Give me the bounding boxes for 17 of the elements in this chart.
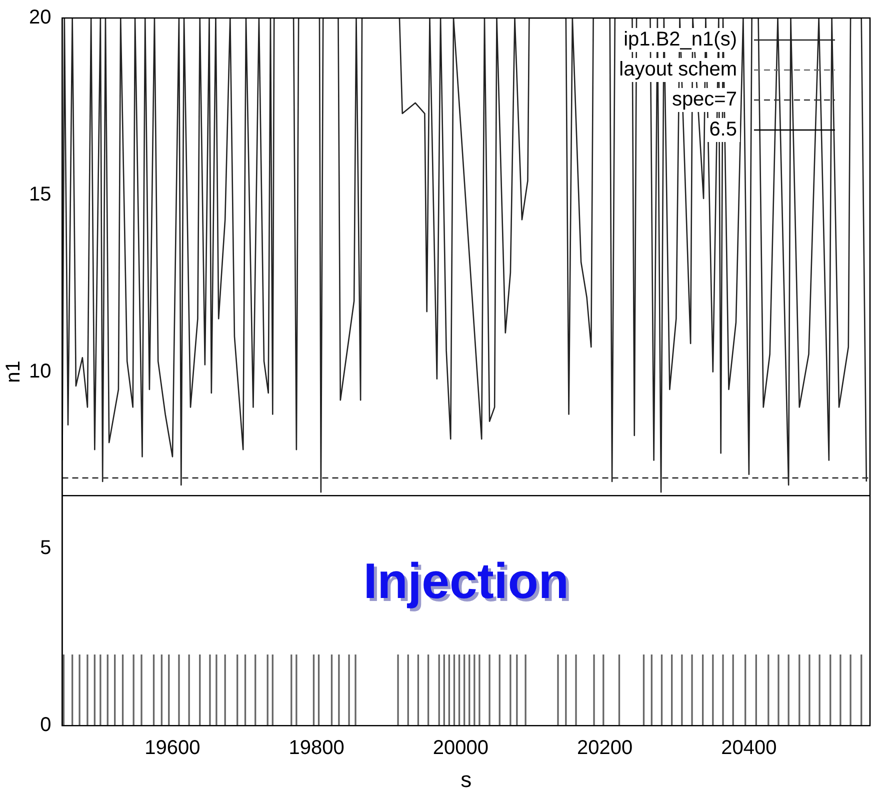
y-tick-label: 0	[40, 714, 52, 736]
legend-label: layout schem	[619, 58, 737, 81]
x-axis-title: s	[460, 766, 472, 792]
y-axis-title: n1	[2, 360, 25, 383]
legend-label: ip1.B2_n1(s)	[624, 28, 737, 51]
annotation: Injection	[366, 556, 572, 612]
x-tick-label: 19600	[144, 737, 200, 760]
y-tick-label: 5	[40, 537, 52, 560]
legend-label: 6.5	[709, 118, 737, 141]
legend-label: spec=7	[672, 88, 737, 111]
x-tick-label: 20400	[721, 737, 777, 760]
x-tick-label: 19800	[288, 737, 344, 760]
y-tick-label: 10	[28, 360, 52, 382]
y-tick-label: 20	[28, 6, 52, 29]
x-tick-label: 20200	[577, 737, 633, 760]
y-tick-label: 15	[28, 183, 52, 206]
x-tick-label: 20000	[432, 737, 489, 760]
